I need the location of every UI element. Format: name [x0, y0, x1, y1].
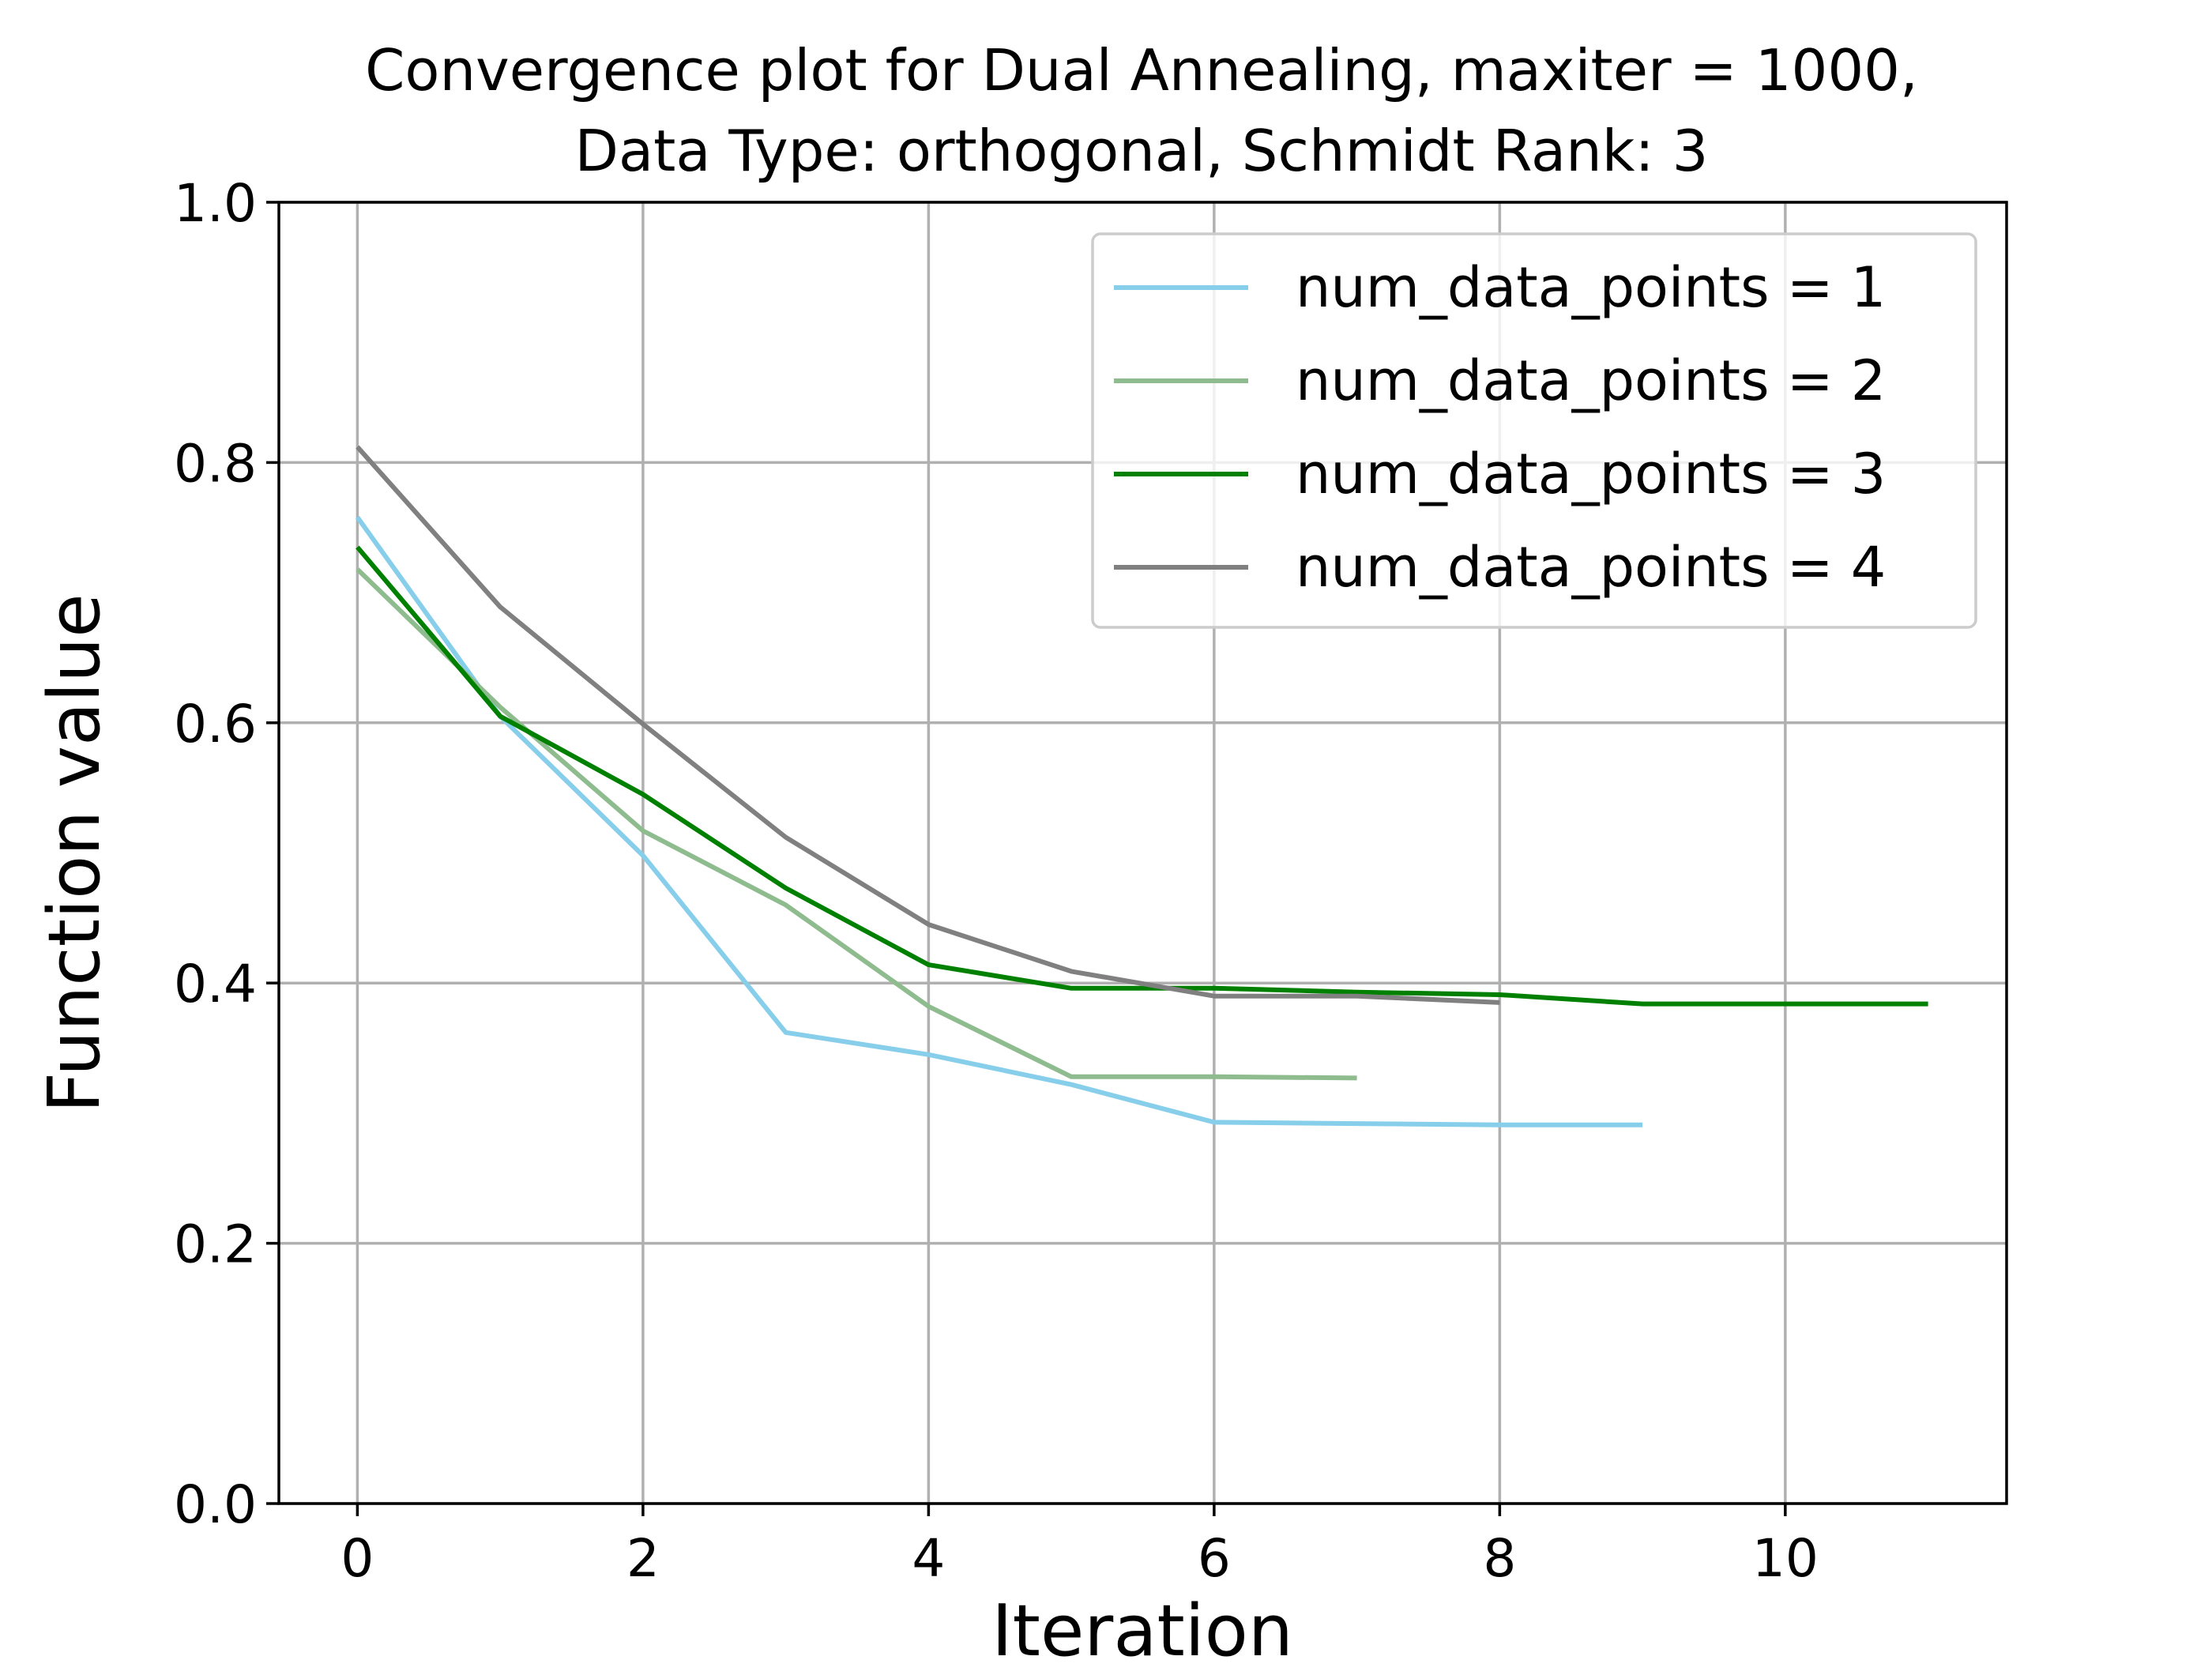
x-tick-label: 4	[912, 1528, 945, 1589]
y-tick-label: 0.4	[174, 954, 257, 1014]
legend-items: num_data_points = 1 num_data_points = 2 nu…	[1114, 255, 1886, 600]
legend-label-3: num_data_points = 3	[1296, 442, 1886, 506]
y-tick-label: 0.0	[174, 1474, 257, 1535]
series-line-3	[356, 545, 1928, 1007]
series-group	[355, 445, 1928, 1127]
y-axis-label: Function value	[33, 593, 116, 1112]
y-tick-label: 0.6	[174, 694, 257, 755]
chart-title-line-1: Convergence plot for Dual Annealing, max…	[365, 37, 1918, 104]
x-tick-label: 6	[1198, 1528, 1231, 1589]
series-line-4	[356, 445, 1500, 1005]
x-tick-label: 2	[626, 1528, 660, 1589]
x-tick-label: 10	[1752, 1528, 1819, 1589]
series-line-1	[355, 515, 1643, 1127]
axis-ticks: 0 2 4 6 8 10 0.0 0.2 0.4 0.6 0.8 1.0	[174, 173, 1819, 1589]
y-tick-label: 1.0	[174, 173, 257, 234]
x-tick-label: 8	[1483, 1528, 1516, 1589]
chart-title-line-2: Data Type: orthogonal, Schmidt Rank: 3	[575, 118, 1709, 184]
legend-label-4: num_data_points = 4	[1296, 535, 1886, 600]
legend: num_data_points = 1 num_data_points = 2 nu…	[1091, 232, 1977, 629]
legend-frame	[1091, 232, 1977, 629]
legend-label-1: num_data_points = 1	[1296, 255, 1886, 320]
legend-label-2: num_data_points = 2	[1296, 348, 1886, 413]
x-tick-label: 0	[340, 1528, 374, 1589]
x-axis-label: Iteration	[991, 1590, 1293, 1673]
y-tick-label: 0.8	[174, 433, 257, 494]
y-tick-label: 0.2	[174, 1214, 257, 1275]
plot-frame	[277, 201, 2008, 1505]
